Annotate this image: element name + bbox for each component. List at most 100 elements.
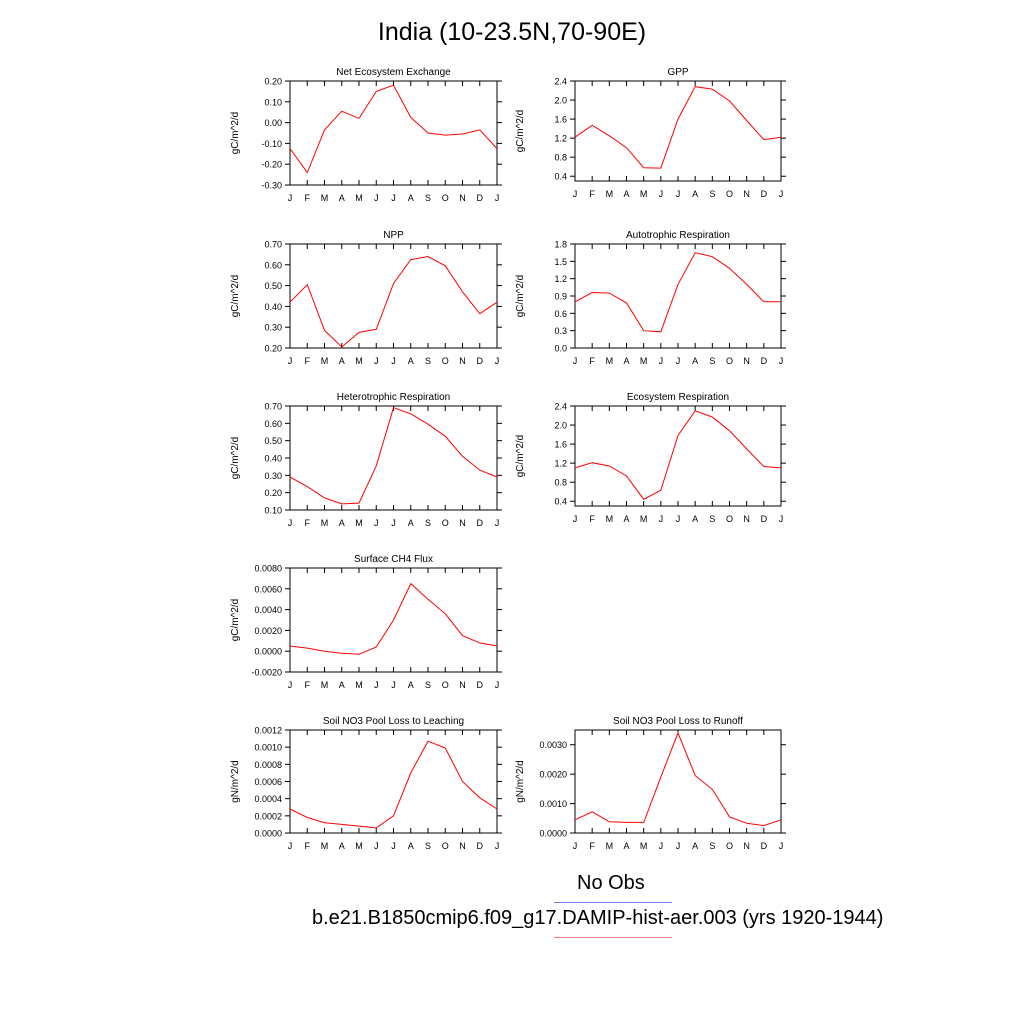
x-tick-label: J <box>659 356 664 366</box>
y-tick-label: 1.2 <box>554 459 567 469</box>
x-tick-label: N <box>459 193 466 203</box>
x-tick-label: A <box>692 841 698 851</box>
y-tick-label: 0.8 <box>554 478 567 488</box>
x-tick-label: D <box>477 518 484 528</box>
x-tick-label: A <box>339 193 345 203</box>
series-line <box>289 407 498 505</box>
x-tick-label: A <box>339 680 345 690</box>
y-axis-label: gC/m^2/d <box>230 112 241 155</box>
x-tick-label: S <box>709 189 715 199</box>
x-tick-label: J <box>573 514 578 524</box>
panel-title: Surface CH4 Flux <box>354 554 433 565</box>
x-tick-label: J <box>779 514 784 524</box>
x-tick-label: J <box>495 518 500 528</box>
x-tick-label: A <box>623 514 629 524</box>
x-tick-label: A <box>339 518 345 528</box>
y-tick-label: 0.4 <box>554 172 567 182</box>
series-line <box>289 582 498 655</box>
x-tick-label: A <box>623 356 629 366</box>
y-tick-label: 0.0000 <box>539 829 567 839</box>
y-tick-label: 0.0008 <box>254 760 282 770</box>
x-tick-label: A <box>408 680 414 690</box>
x-tick-label: S <box>425 518 431 528</box>
x-tick-label: A <box>408 518 414 528</box>
x-tick-label: N <box>743 514 750 524</box>
y-tick-label: 0.3 <box>554 326 567 336</box>
y-tick-label: 0.10 <box>264 506 282 516</box>
y-tick-label: 0.30 <box>264 323 282 333</box>
x-tick-label: J <box>779 189 784 199</box>
y-tick-label: 0.9 <box>554 292 567 302</box>
y-axis-label: gC/m^2/d <box>230 599 241 642</box>
x-tick-label: F <box>305 193 311 203</box>
x-tick-label: O <box>726 841 733 851</box>
x-tick-label: J <box>288 193 293 203</box>
y-axis-label: gC/m^2/d <box>515 275 526 318</box>
x-tick-label: D <box>761 356 768 366</box>
x-tick-label: J <box>374 518 379 528</box>
y-tick-label: 0.00 <box>264 118 282 128</box>
y-tick-label: 0.40 <box>264 454 282 464</box>
x-tick-label: D <box>761 841 768 851</box>
y-tick-label: 0.60 <box>264 260 282 270</box>
plot-frame <box>574 243 782 349</box>
y-axis-label: gN/m^2/d <box>515 760 526 803</box>
y-axis-label: gC/m^2/d <box>230 275 241 318</box>
x-tick-label: D <box>477 356 484 366</box>
x-tick-label: J <box>391 356 396 366</box>
x-tick-label: J <box>676 514 681 524</box>
x-tick-label: D <box>477 841 484 851</box>
x-tick-label: A <box>623 189 629 199</box>
x-tick-label: J <box>391 841 396 851</box>
x-tick-label: F <box>589 189 595 199</box>
x-tick-label: M <box>321 841 329 851</box>
x-tick-label: M <box>355 680 363 690</box>
y-tick-label: 0.0004 <box>254 794 282 804</box>
x-tick-label: O <box>726 356 733 366</box>
series-line <box>289 84 498 174</box>
panel-title: Autotrophic Respiration <box>626 230 730 241</box>
x-tick-label: A <box>408 193 414 203</box>
x-tick-label: O <box>442 518 449 528</box>
x-tick-label: J <box>391 518 396 528</box>
series-line <box>574 410 782 500</box>
x-tick-label: D <box>761 514 768 524</box>
y-tick-label: 0.0030 <box>539 740 567 750</box>
y-tick-label: 0.0006 <box>254 777 282 787</box>
x-tick-label: M <box>355 356 363 366</box>
x-tick-label: J <box>659 189 664 199</box>
y-tick-label: 0.10 <box>264 97 282 107</box>
x-tick-label: J <box>374 680 379 690</box>
y-tick-label: 2.4 <box>554 77 567 87</box>
x-tick-label: F <box>305 680 311 690</box>
x-tick-label: A <box>623 841 629 851</box>
x-tick-label: N <box>743 189 750 199</box>
x-tick-label: S <box>709 356 715 366</box>
panel-title: GPP <box>667 67 688 78</box>
x-tick-label: F <box>305 841 311 851</box>
x-tick-label: N <box>743 356 750 366</box>
x-tick-label: J <box>659 841 664 851</box>
y-tick-label: 0.0020 <box>539 770 567 780</box>
x-tick-label: J <box>374 841 379 851</box>
x-tick-label: A <box>692 514 698 524</box>
panel-title: Net Ecosystem Exchange <box>336 67 451 78</box>
x-tick-label: J <box>779 841 784 851</box>
x-tick-label: J <box>676 356 681 366</box>
x-tick-label: O <box>726 514 733 524</box>
x-tick-label: A <box>692 189 698 199</box>
x-tick-label: F <box>589 841 595 851</box>
y-tick-label: 0.40 <box>264 302 282 312</box>
y-tick-label: 0.8 <box>554 153 567 163</box>
x-tick-label: J <box>659 514 664 524</box>
y-tick-label: 0.20 <box>264 77 282 87</box>
x-tick-label: A <box>408 841 414 851</box>
x-tick-label: O <box>442 680 449 690</box>
y-tick-label: 0.0000 <box>254 829 282 839</box>
x-tick-label: J <box>374 193 379 203</box>
plot-frame <box>574 80 782 182</box>
